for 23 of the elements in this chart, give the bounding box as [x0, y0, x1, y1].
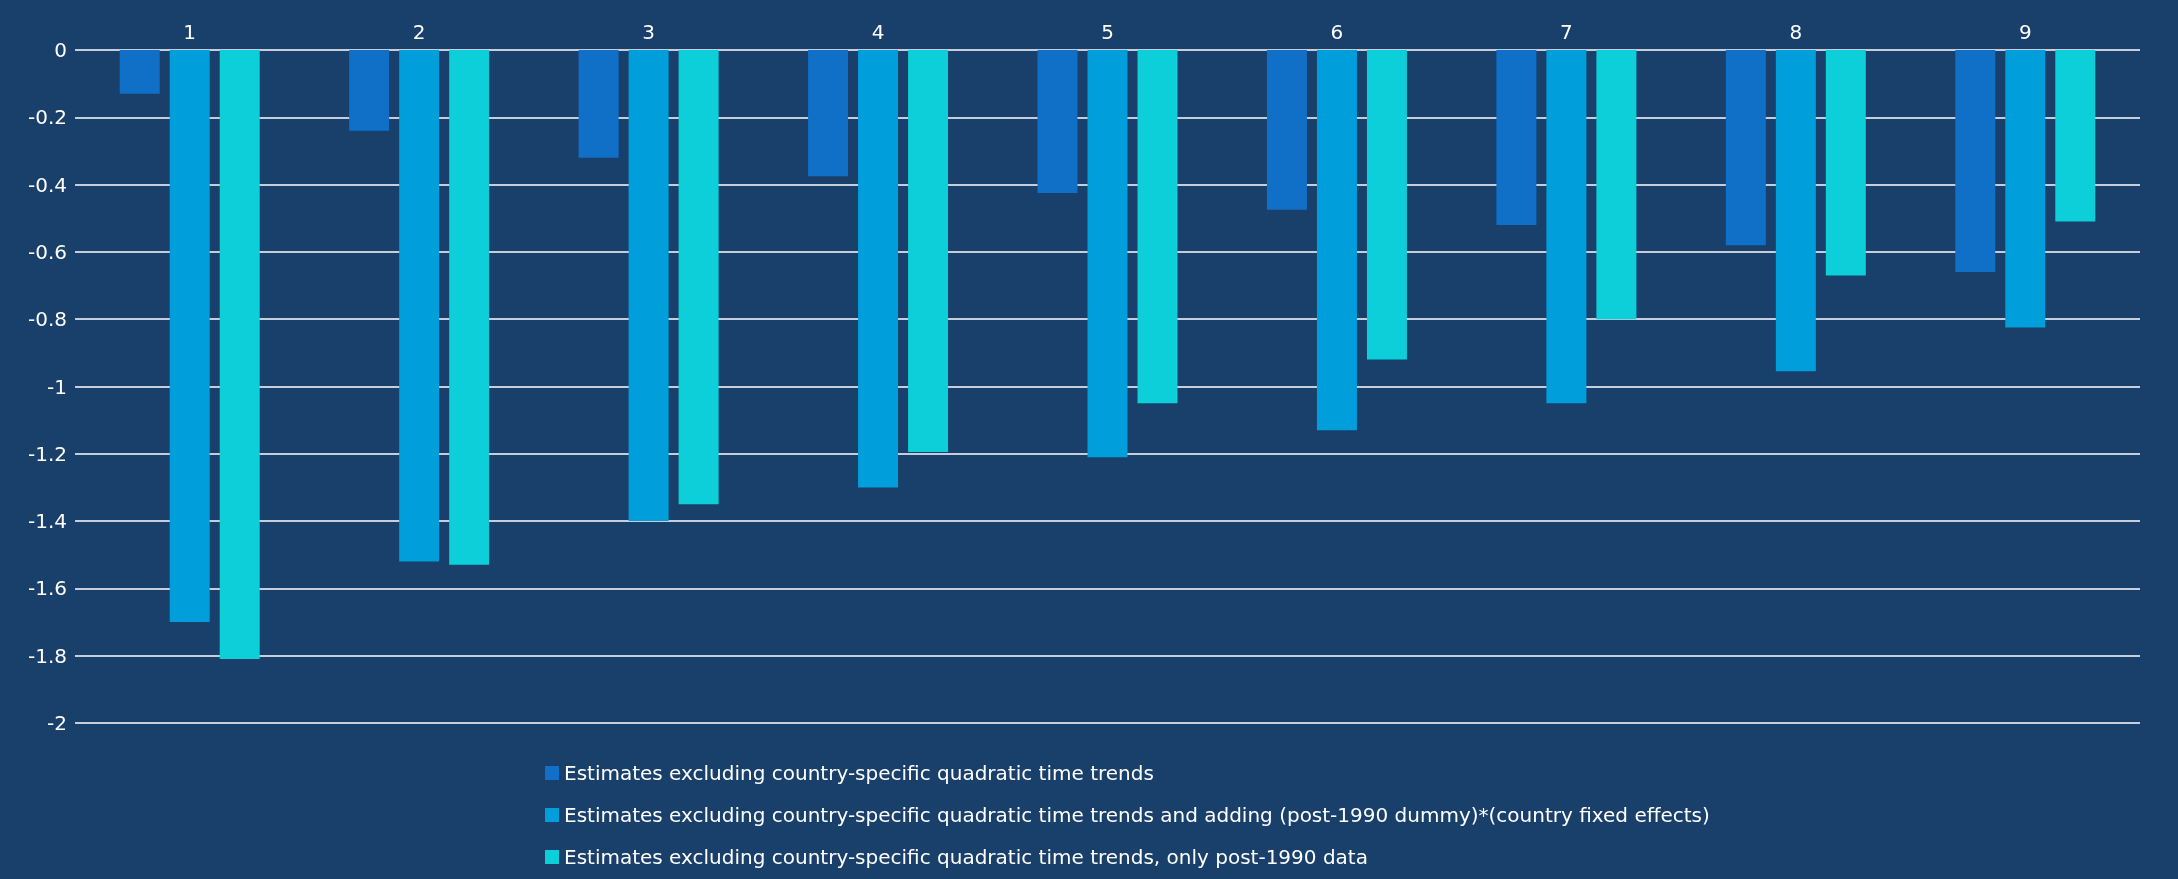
- x-tick-label: 2: [412, 20, 426, 44]
- legend-label: Estimates excluding country-specific quadratic time trends and adding (post-1990 dummy)*(country fixed effects): [564, 803, 1710, 827]
- y-tick-label: -1.8: [27, 643, 67, 668]
- x-tick-label: 9: [2018, 20, 2032, 44]
- x-tick-label: 8: [1789, 20, 1803, 44]
- x-tick-label: 6: [1330, 20, 1344, 44]
- y-tick-label: -0.2: [27, 105, 67, 130]
- x-tick-label: 4: [871, 20, 885, 44]
- y-tick-label: -0.4: [27, 172, 67, 197]
- legend-label: Estimates excluding country-specific quadratic time trends, only post-1990 data: [564, 845, 1368, 869]
- x-tick-label: 5: [1101, 20, 1114, 44]
- legend-label: Estimates excluding country-specific quadratic time trends: [564, 761, 1154, 785]
- y-tick-label: -2: [47, 711, 67, 735]
- x-tick-label: 1: [183, 20, 197, 44]
- x-tick-label: 7: [1560, 20, 1573, 44]
- y-tick-label: -0.6: [27, 239, 67, 264]
- y-tick-label: -1.6: [27, 576, 67, 601]
- y-tick-label: -1: [47, 374, 67, 399]
- x-tick-label: 3: [642, 20, 655, 44]
- y-tick-label: -1.2: [27, 441, 67, 466]
- y-tick-label: -1.4: [27, 509, 67, 534]
- y-tick-label: 0: [54, 38, 67, 62]
- y-tick-label: -0.8: [27, 307, 67, 332]
